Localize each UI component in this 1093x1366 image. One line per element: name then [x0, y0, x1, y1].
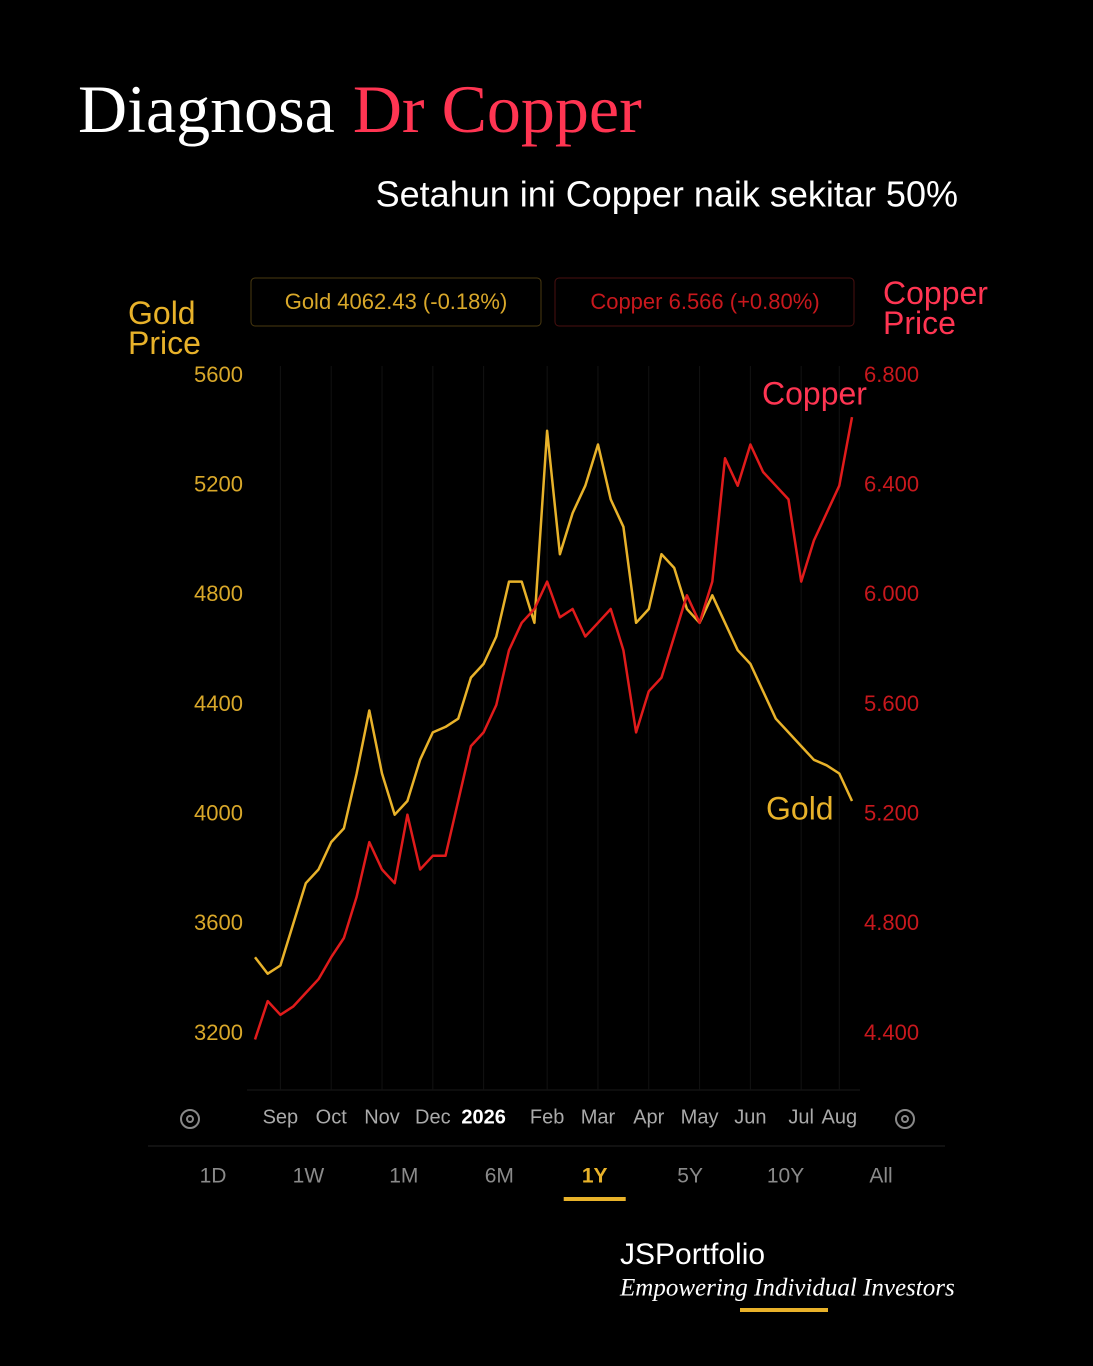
gold-quote: Gold 4062.43 (-0.18%)	[285, 289, 508, 314]
y2-tick-label: 5.200	[864, 800, 919, 825]
range-option[interactable]: 1W	[293, 1165, 325, 1188]
y2-tick-label: 6.000	[864, 581, 919, 606]
x-tick-label: Dec	[415, 1106, 451, 1128]
range-option[interactable]: 1Y	[582, 1165, 608, 1188]
y2-tick-label: 6.800	[864, 362, 919, 387]
title-highlight: Dr Copper	[353, 71, 642, 147]
x-tick-label: Mar	[581, 1106, 616, 1128]
y-tick-label: 4000	[194, 800, 243, 825]
gear-icon[interactable]	[895, 1109, 915, 1129]
range-option[interactable]: 5Y	[677, 1165, 703, 1188]
y-tick-label: 4400	[194, 691, 243, 716]
x-tick-label: Apr	[633, 1106, 664, 1128]
series-label: Gold	[766, 790, 834, 826]
x-tick-label: May	[681, 1106, 719, 1128]
y-tick-label: 3600	[194, 910, 243, 935]
series-line	[254, 429, 854, 975]
x-tick-label: Aug	[822, 1106, 858, 1128]
x-tick-label: Sep	[263, 1106, 299, 1128]
chart-title: Diagnosa Dr Copper	[78, 71, 642, 147]
x-tick-label: 2026	[461, 1106, 506, 1128]
y-axis-title: Gold Price	[128, 295, 201, 361]
quote-box	[250, 277, 542, 327]
x-tick-label: Jun	[734, 1106, 766, 1128]
quote-box	[554, 277, 855, 327]
x-tick-label: Feb	[530, 1106, 564, 1128]
y2-tick-label: 5.600	[864, 691, 919, 716]
range-option[interactable]: 1M	[389, 1165, 418, 1188]
y2-tick-label: 4.400	[864, 1020, 919, 1045]
copper-quote: Copper 6.566 (+0.80%)	[590, 289, 819, 314]
y2-tick-label: 4.800	[864, 910, 919, 935]
y-tick-label: 5200	[194, 471, 243, 496]
x-tick-label: Jul	[788, 1106, 814, 1128]
y2-axis-title: Copper Price	[883, 275, 988, 341]
series-label: Copper	[762, 375, 867, 411]
series-line	[253, 416, 854, 1040]
range-option[interactable]: 6M	[485, 1165, 514, 1188]
title: Diagnosa	[78, 71, 335, 147]
y-tick-label: 3200	[194, 1020, 243, 1045]
tagline: Empowering Individual Investors	[619, 1275, 955, 1302]
y2-tick-label: 6.400	[864, 471, 919, 496]
y-tick-label: 5600	[194, 362, 243, 387]
range-option[interactable]: 1D	[200, 1165, 227, 1188]
range-option[interactable]: All	[869, 1165, 892, 1188]
gear-icon[interactable]	[180, 1109, 200, 1129]
x-tick-label: Nov	[364, 1106, 400, 1128]
x-tick-label: Oct	[316, 1106, 348, 1128]
subtitle: Setahun ini Copper naik sekitar 50%	[376, 174, 958, 215]
y-tick-label: 4800	[194, 581, 243, 606]
range-option[interactable]: 10Y	[767, 1165, 804, 1188]
brand: JSPortfolio	[620, 1238, 765, 1271]
